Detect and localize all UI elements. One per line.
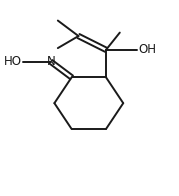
Text: HO: HO [4, 55, 22, 68]
Text: N: N [47, 55, 55, 68]
Text: OH: OH [139, 43, 157, 56]
